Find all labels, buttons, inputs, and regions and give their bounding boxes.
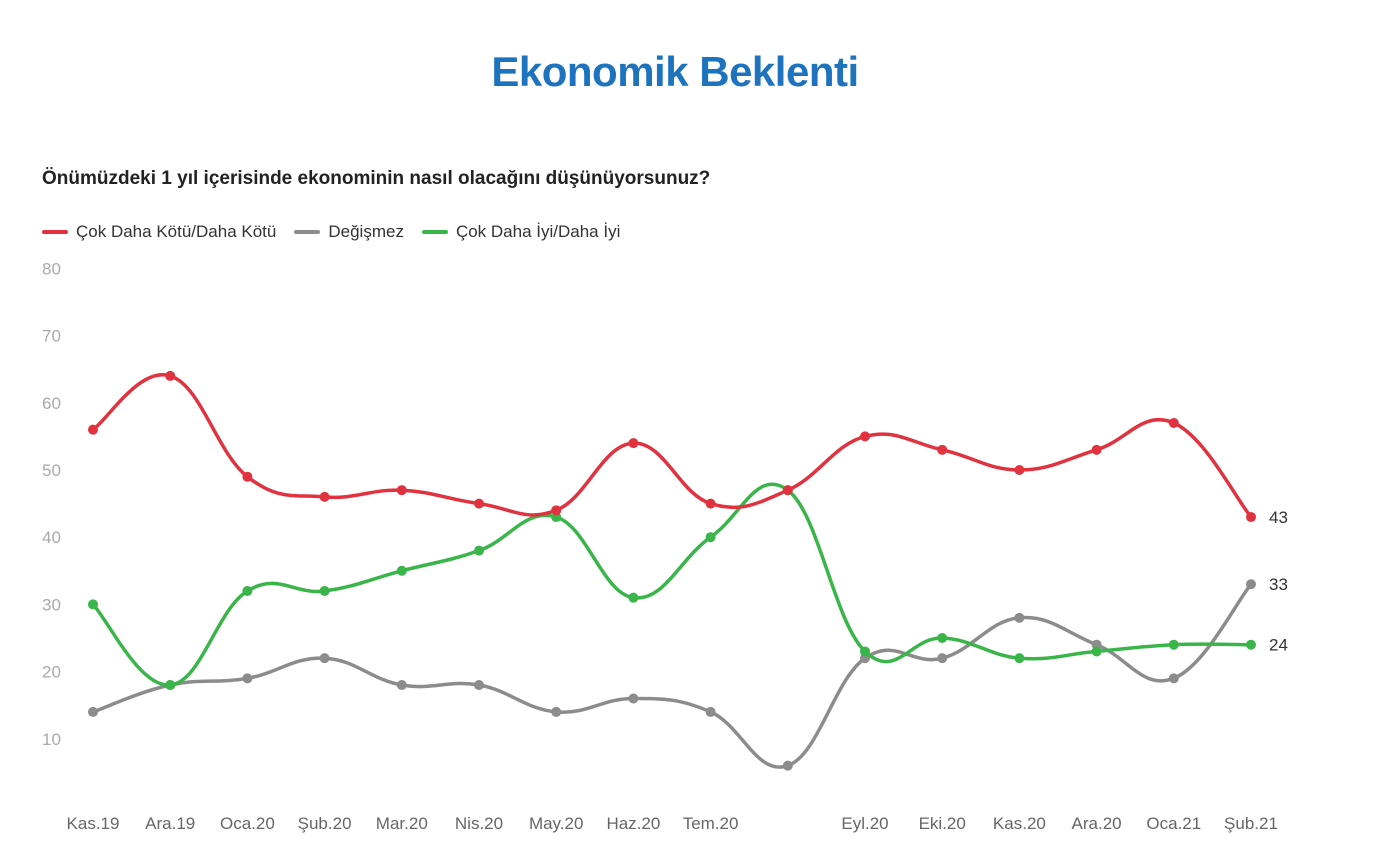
- data-point-worse: [88, 424, 98, 435]
- end-value-label-worse: 43: [1269, 508, 1288, 527]
- data-point-unchanged: [1014, 612, 1025, 623]
- data-point-unchanged: [705, 706, 716, 717]
- chart-subtitle: Önümüzdeki 1 yıl içerisinde ekonominin n…: [42, 168, 711, 189]
- data-point-worse: [319, 491, 330, 502]
- x-tick-label: Oca.20: [220, 814, 275, 833]
- data-point-unchanged: [474, 680, 484, 691]
- data-point-worse: [860, 431, 870, 442]
- data-point-worse: [165, 370, 176, 381]
- x-tick-label: Nis.20: [455, 814, 503, 833]
- data-point-worse: [937, 444, 948, 455]
- x-tick-label: May.20: [529, 814, 584, 833]
- data-point-unchanged: [937, 653, 948, 664]
- y-tick-label: 50: [42, 461, 61, 480]
- end-value-label-unchanged: 33: [1269, 575, 1288, 594]
- data-point-better: [1014, 653, 1025, 664]
- data-point-unchanged: [242, 673, 253, 684]
- legend-swatch-worse: [42, 230, 68, 234]
- data-point-worse: [396, 485, 407, 496]
- y-tick-label: 40: [42, 528, 61, 547]
- data-point-worse: [1091, 444, 1102, 455]
- data-point-better: [396, 565, 407, 576]
- series-line-better: [91, 482, 1253, 687]
- data-point-better: [1246, 639, 1256, 650]
- data-point-better: [88, 599, 98, 610]
- data-point-better: [1168, 639, 1179, 650]
- x-tick-label: Kas.20: [993, 814, 1046, 833]
- x-tick-label: Ara.19: [145, 814, 195, 833]
- legend-item-better[interactable]: Çok Daha İyi/Daha İyi: [421, 222, 621, 242]
- data-point-worse: [1246, 512, 1256, 523]
- x-tick-label: Eki.20: [919, 814, 966, 833]
- data-point-unchanged: [782, 760, 793, 771]
- end-value-label-better: 24: [1269, 636, 1288, 655]
- x-tick-label: Tem.20: [683, 814, 739, 833]
- data-point-worse: [628, 438, 639, 449]
- y-tick-label: 60: [42, 394, 61, 413]
- legend-label-unchanged: Değişmez: [328, 222, 404, 241]
- data-point-better: [165, 680, 176, 691]
- legend-swatch-better: [421, 230, 448, 234]
- legend-label-better: Çok Daha İyi/Daha İyi: [455, 222, 621, 241]
- x-tick-label: Şub.20: [298, 814, 352, 833]
- y-tick-label: 10: [42, 730, 61, 749]
- x-tick-label: Kas.19: [67, 814, 120, 833]
- x-tick-label: Mar.20: [376, 814, 428, 833]
- x-tick-label: Şub.21: [1224, 814, 1278, 833]
- data-point-worse: [1168, 417, 1179, 428]
- data-point-unchanged: [628, 693, 639, 704]
- y-tick-label: 20: [42, 663, 61, 682]
- data-point-unchanged: [88, 706, 98, 717]
- chart-legend: Çok Daha Kötü/Daha Kötü Değişmez Çok Dah…: [42, 222, 620, 242]
- data-point-better: [705, 532, 716, 543]
- x-tick-label: Eyl.20: [841, 814, 888, 833]
- data-point-better: [319, 585, 330, 596]
- data-point-worse: [705, 498, 716, 509]
- x-tick-label: Oca.21: [1146, 814, 1201, 833]
- data-point-unchanged: [551, 706, 562, 717]
- data-point-unchanged: [396, 680, 407, 691]
- data-point-better: [1091, 646, 1102, 657]
- data-point-unchanged: [1246, 579, 1256, 590]
- data-point-unchanged: [1168, 673, 1179, 684]
- series-line-worse: [91, 373, 1253, 519]
- data-point-unchanged: [319, 653, 330, 664]
- data-point-worse: [474, 498, 484, 509]
- legend-label-worse: Çok Daha Kötü/Daha Kötü: [76, 222, 277, 241]
- y-tick-label: 30: [42, 595, 61, 614]
- y-tick-label: 70: [42, 327, 61, 346]
- series-line-unchanged: [91, 582, 1253, 769]
- x-tick-label: Haz.20: [606, 814, 660, 833]
- data-point-worse: [1014, 465, 1025, 475]
- data-point-better: [474, 545, 484, 556]
- y-tick-label: 80: [42, 259, 61, 278]
- data-point-better: [242, 585, 253, 596]
- data-point-better: [628, 592, 639, 603]
- legend-swatch-unchanged: [294, 230, 321, 234]
- legend-item-worse[interactable]: Çok Daha Kötü/Daha Kötü: [42, 222, 276, 242]
- legend-item-unchanged[interactable]: Değişmez: [294, 222, 404, 242]
- data-point-better: [860, 646, 870, 657]
- x-tick-label: Ara.20: [1072, 814, 1122, 833]
- data-point-better: [937, 633, 948, 643]
- data-point-worse: [242, 471, 253, 482]
- chart-title: Ekonomik Beklenti: [491, 48, 859, 95]
- data-point-worse: [551, 505, 562, 516]
- data-point-worse: [782, 485, 793, 496]
